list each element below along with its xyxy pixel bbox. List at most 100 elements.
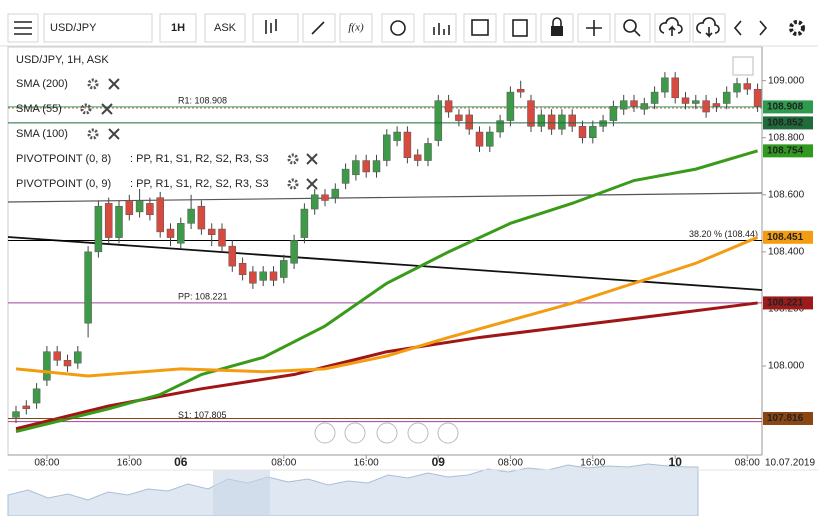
scroll-left[interactable] <box>314 422 336 444</box>
crosshair-icon <box>586 20 602 36</box>
remove-icon[interactable] <box>306 178 318 190</box>
price-type-select[interactable] <box>204 13 246 43</box>
volume-button[interactable] <box>423 13 457 43</box>
indicators-button[interactable] <box>339 13 373 43</box>
candle-body <box>352 160 360 176</box>
legend-entry[interactable]: SMA (100) <box>16 128 68 140</box>
info-icon <box>390 20 406 36</box>
candle-body <box>712 103 721 107</box>
pen-icon <box>311 21 325 35</box>
zoom-in[interactable] <box>407 422 429 444</box>
settings-icon[interactable] <box>80 103 92 115</box>
pivot-levels: : PP, R1, S1, R2, S2, R3, S3 <box>130 178 269 190</box>
pivot-name[interactable]: PIVOTPOINT (0, 8) <box>16 153 111 165</box>
settings-icon[interactable] <box>287 178 299 190</box>
report-icon <box>512 19 528 37</box>
candle-body <box>63 360 72 367</box>
price-label: 108.852 <box>767 118 804 129</box>
candle-body <box>547 114 556 130</box>
candle-body <box>609 106 618 121</box>
legend-entry[interactable]: SMA (200) <box>16 78 68 90</box>
y-tick-label: 108.400 <box>768 246 805 257</box>
price-label: 108.221 <box>767 298 804 309</box>
report-button[interactable] <box>503 13 537 43</box>
candle-body <box>599 120 607 127</box>
candle-body <box>722 91 731 104</box>
candle-body <box>486 131 494 147</box>
legend-entry[interactable]: SMA (55) <box>16 103 62 115</box>
remove-icon[interactable] <box>108 128 120 140</box>
timeframe: 1H <box>171 22 185 34</box>
candle-body <box>22 405 31 410</box>
x-tick-label: 08:00 <box>498 458 523 469</box>
chart-title: USD/JPY, 1H, ASK <box>16 54 109 66</box>
scroll-right[interactable] <box>437 422 459 444</box>
zoom-button[interactable] <box>614 13 651 43</box>
candle-body <box>537 114 546 127</box>
lock-shackle <box>552 17 562 26</box>
candle-body <box>434 100 443 141</box>
candle-body <box>455 114 463 121</box>
calendar-button[interactable] <box>463 13 497 43</box>
candle-body <box>331 188 340 198</box>
settings-icon[interactable] <box>87 78 99 90</box>
candle-body <box>403 131 412 158</box>
candle-body <box>444 100 453 113</box>
popout-button[interactable] <box>732 56 754 76</box>
y-tick-label: 108.800 <box>768 132 805 143</box>
candle-body <box>300 208 309 238</box>
remove-icon[interactable] <box>306 153 318 165</box>
timeframe-select[interactable] <box>159 13 197 43</box>
candle-body <box>187 208 195 224</box>
settings-icon[interactable] <box>87 128 99 140</box>
price-box <box>763 116 813 130</box>
reset[interactable] <box>376 422 398 444</box>
candle-body <box>650 91 659 104</box>
level-label: R1: 108.908 <box>178 95 227 105</box>
candle-body <box>84 251 92 324</box>
ma-line <box>15 235 759 378</box>
settings-button[interactable] <box>789 20 805 36</box>
x-tick-label: 06 <box>174 455 188 469</box>
symbol-select[interactable] <box>43 13 153 43</box>
candle-body <box>228 245 237 267</box>
settings-icon[interactable] <box>287 153 299 165</box>
candle-body <box>341 168 350 184</box>
remove-icon[interactable] <box>108 78 120 90</box>
candle-body <box>290 240 298 264</box>
candle-body <box>516 88 525 93</box>
trend-line[interactable] <box>7 192 763 203</box>
level-label: S1: 107.805 <box>178 410 227 420</box>
candle-body <box>269 271 278 281</box>
x-tick-label: 10 <box>669 455 683 469</box>
candle-body <box>197 205 206 230</box>
candle-body <box>259 271 267 281</box>
candle-body <box>321 194 329 201</box>
y-tick-label: 108.000 <box>768 361 805 372</box>
prev-button[interactable] <box>733 20 742 36</box>
candle-body <box>733 83 741 93</box>
candle-body <box>619 100 628 110</box>
x-tick-label: 16:00 <box>117 458 142 469</box>
price-label: 107.816 <box>767 413 804 424</box>
candle-body <box>496 120 504 133</box>
candle-body <box>630 100 638 107</box>
info-button[interactable] <box>381 13 415 43</box>
next-button[interactable] <box>759 20 768 36</box>
candle-body <box>393 131 401 141</box>
remove-icon[interactable] <box>101 103 113 115</box>
pivot-name[interactable]: PIVOTPOINT (0, 9) <box>16 178 111 190</box>
price-box <box>763 296 813 310</box>
price-box <box>763 230 813 244</box>
candle-body <box>424 143 432 161</box>
candle-body <box>115 205 123 238</box>
zoom-out[interactable] <box>344 422 366 444</box>
bars-icon <box>433 23 450 35</box>
x-tick-label: 08:00 <box>34 458 59 469</box>
candle-body <box>177 223 185 244</box>
candle-body <box>166 228 175 238</box>
navigator-window[interactable] <box>213 470 270 516</box>
zoom-handle <box>633 29 641 37</box>
